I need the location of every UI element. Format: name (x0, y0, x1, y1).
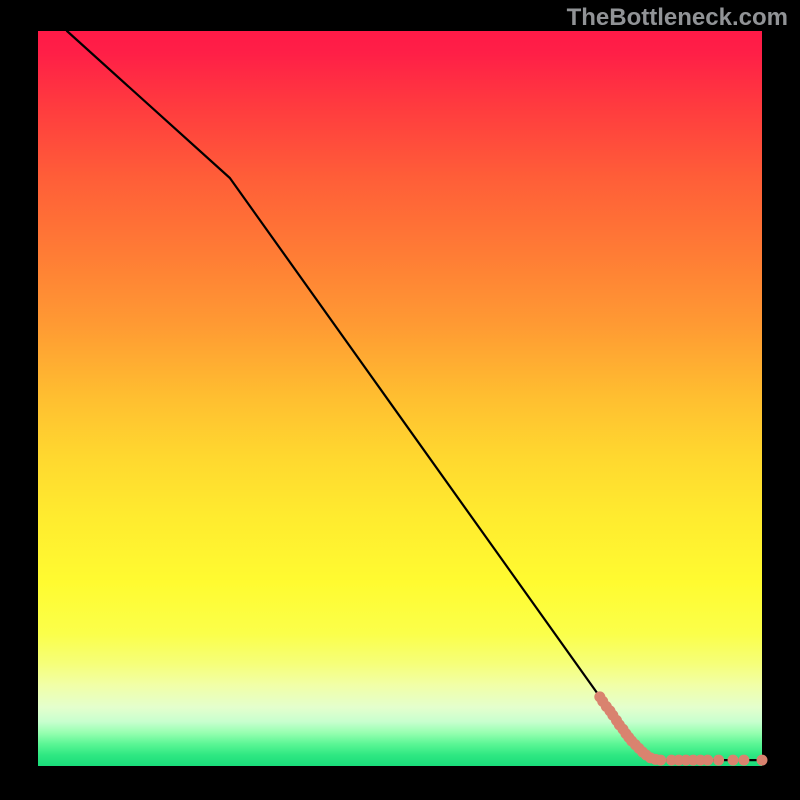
marker-point (703, 755, 713, 765)
marker-point (739, 755, 749, 765)
plot-background (38, 31, 762, 766)
marker-point (757, 755, 767, 765)
marker-point (728, 755, 738, 765)
marker-point (656, 755, 666, 765)
bottleneck-chart (0, 0, 800, 800)
chart-container: { "meta": { "watermark_text": "TheBottle… (0, 0, 800, 800)
marker-point (714, 755, 724, 765)
watermark-text: TheBottleneck.com (567, 4, 788, 32)
